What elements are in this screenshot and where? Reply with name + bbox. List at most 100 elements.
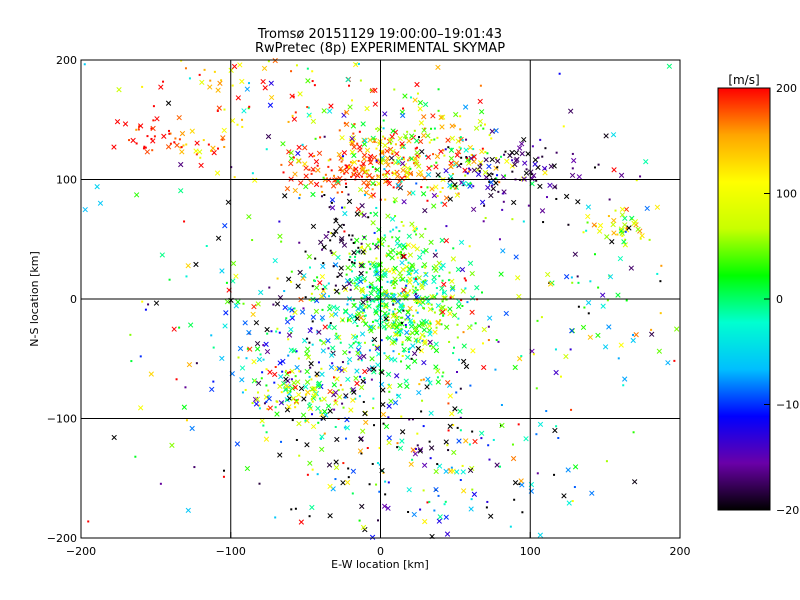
scatter-cross [310,118,317,125]
scatter-cross [357,278,364,285]
scatter-dot [364,314,367,317]
scatter-dot [345,437,348,440]
scatter-dot [392,303,395,306]
scatter-cross [289,385,296,391]
scatter-cross [439,124,445,130]
scatter-cross [363,294,369,300]
scatter-cross [267,369,273,375]
scatter-dot [265,384,268,387]
scatter-dot [354,259,357,262]
scatter-cross [186,361,193,368]
scatter-dot [333,174,336,177]
scatter-cross [622,222,628,228]
scatter-dot [198,73,201,76]
scatter-cross [312,391,318,397]
scatter-cross [494,462,500,468]
scatter-dot [334,399,337,402]
scatter-cross [522,160,528,166]
scatter-cross [348,407,354,413]
scatter-cross [604,234,610,240]
scatter-cross [365,242,371,249]
scatter-cross [390,322,397,328]
scatter-cross [399,141,405,147]
scatter-dot [272,303,275,306]
scatter-dot [422,489,425,492]
scatter-cross [347,104,353,110]
scatter-dot [295,350,298,353]
scatter-dot [632,431,635,434]
scatter-cross [335,180,341,186]
scatter-dot [567,223,570,226]
scatter-cross [457,408,463,414]
scatter-dot [267,394,270,397]
scatter-dot [460,162,463,165]
scatter-dot [400,180,403,183]
scatter-dot [426,501,429,504]
scatter-dot [485,506,488,509]
scatter-cross [433,347,440,354]
scatter-dot [456,336,459,339]
scatter-cross [412,278,419,284]
scatter-cross [537,183,543,189]
scatter-dot [343,230,346,233]
scatter-cross [235,95,241,101]
scatter-cross [428,410,434,416]
scatter-cross [327,513,333,519]
scatter-cross [346,198,353,205]
scatter-dot [388,390,391,393]
scatter-dot [376,462,379,465]
scatter-cross [325,403,332,409]
scatter-dot [415,227,418,230]
scatter-cross [383,302,389,308]
scatter-cross [435,368,441,374]
scatter-dot [246,347,249,350]
scatter-cross [416,163,422,169]
scatter-cross [386,180,393,187]
scatter-dot [297,357,300,360]
scatter-cross [374,344,380,350]
scatter-dot [408,418,411,421]
scatter-dot [376,305,379,308]
scatter-cross [606,324,612,330]
scatter-dot [405,258,408,261]
scatter-cross [610,132,617,138]
scatter-dot [570,408,573,411]
scatter-dot [343,426,346,429]
scatter-dot [348,234,351,237]
scatter-dot [341,319,344,322]
scatter-cross [277,383,283,389]
scatter-cross [610,221,616,228]
scatter-cross [394,373,400,379]
scatter-dot [406,280,409,283]
scatter-dot [347,193,350,196]
scatter-dot [265,431,268,434]
scatter-cross [148,371,154,377]
scatter-cross [241,108,247,114]
scatter-dot [352,132,355,135]
scatter-dot [358,395,361,398]
scatter-dot [448,271,451,274]
scatter-dot [576,275,579,278]
scatter-cross [407,252,414,258]
scatter-dot [375,159,378,162]
scatter-dot [389,281,392,284]
scatter-cross [566,500,572,506]
scatter-cross [611,167,617,173]
scatter-cross [374,167,380,173]
scatter-cross [368,324,374,330]
scatter-cross [458,239,465,246]
scatter-dot [401,316,404,319]
scatter-dot [536,472,539,475]
scatter-cross [397,445,404,451]
scatter-dot [484,151,487,154]
scatter-dot [335,332,338,335]
scatter-cross [350,397,356,403]
scatter-dot [369,212,372,215]
scatter-dot [265,400,268,403]
scatter-dot [416,444,419,447]
scatter-dot [392,300,395,303]
scatter-cross [302,161,308,167]
scatter-dot [555,197,558,200]
scatter-dot [320,367,323,370]
